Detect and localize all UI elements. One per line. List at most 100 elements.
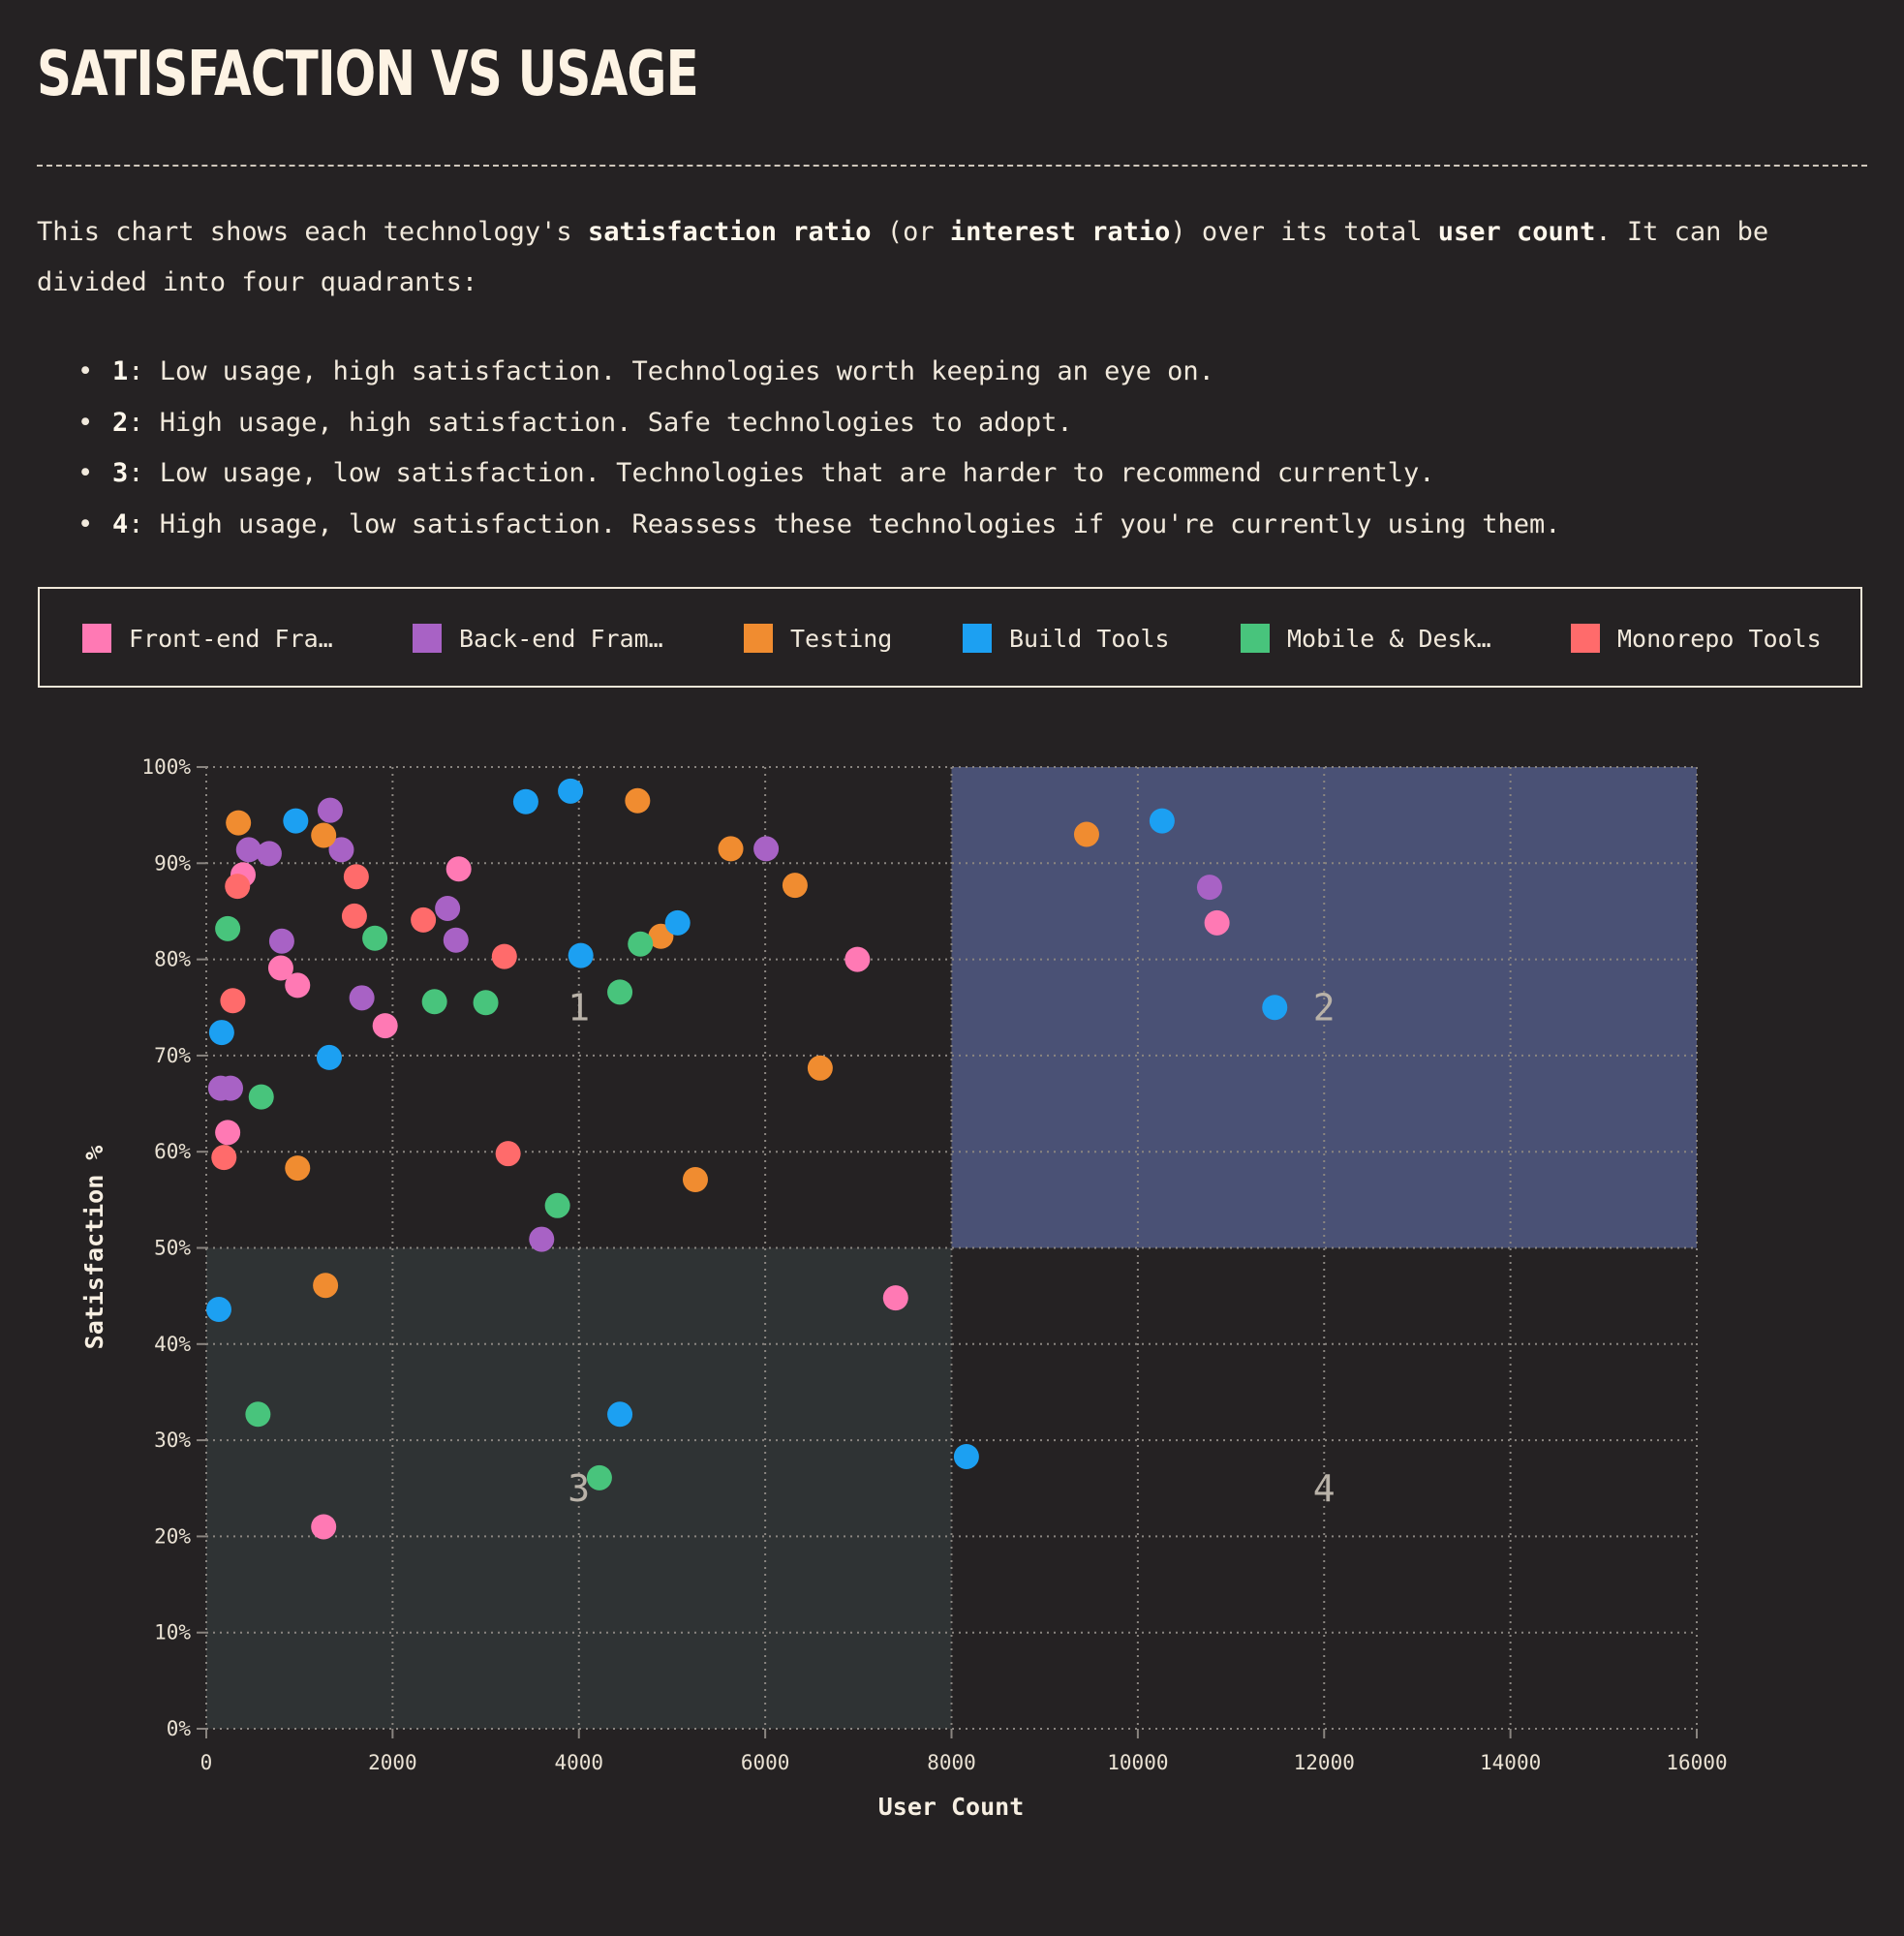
legend-item-back-end[interactable]: Back-end Fram… — [413, 624, 663, 653]
data-point[interactable] — [607, 979, 633, 1005]
data-point[interactable] — [443, 927, 469, 953]
title-divider — [37, 165, 1867, 167]
intro-bold-satisfaction-ratio: satisfaction ratio — [587, 217, 872, 247]
data-point[interactable] — [495, 1141, 521, 1167]
data-point[interactable] — [267, 955, 293, 981]
data-point[interactable] — [807, 1055, 833, 1081]
data-points — [205, 778, 1288, 1540]
data-point[interactable] — [220, 988, 246, 1014]
quadrant-label: 2 — [1313, 986, 1336, 1029]
data-point[interactable] — [311, 1514, 337, 1540]
data-point[interactable] — [1204, 909, 1230, 936]
data-point[interactable] — [205, 1297, 231, 1323]
data-point[interactable] — [682, 1166, 708, 1192]
data-point[interactable] — [544, 1192, 570, 1218]
legend-item-build-tools[interactable]: Build Tools — [963, 624, 1170, 653]
y-tick-label: 0% — [167, 1717, 192, 1740]
quadrant-number: 2 — [112, 407, 129, 438]
data-point[interactable] — [628, 931, 654, 957]
data-point[interactable] — [607, 1401, 633, 1428]
data-point[interactable] — [648, 923, 674, 949]
data-point[interactable] — [311, 822, 337, 848]
series-front-end-frameworks — [215, 856, 1230, 1540]
data-point[interactable] — [782, 873, 808, 899]
data-point[interactable] — [664, 909, 691, 936]
x-tick-label: 2000 — [368, 1751, 417, 1774]
data-point[interactable] — [753, 836, 780, 862]
data-point[interactable] — [218, 1075, 244, 1101]
data-point[interactable] — [1196, 875, 1222, 901]
data-point[interactable] — [285, 1155, 311, 1182]
data-point[interactable] — [445, 856, 472, 882]
data-point[interactable] — [283, 808, 309, 834]
quadrant-number: 1 — [112, 356, 129, 386]
data-point[interactable] — [558, 778, 584, 804]
data-point[interactable] — [285, 972, 311, 999]
quadrant-label: 1 — [568, 986, 590, 1029]
page-title: SATISFACTION VS USAGE — [37, 39, 699, 110]
data-point[interactable] — [349, 985, 375, 1011]
series-testing — [226, 787, 1099, 1299]
legend-item-mobile-desktop[interactable]: Mobile & Desk… — [1241, 624, 1491, 653]
intro-text: ) over its total — [1170, 217, 1438, 247]
data-point[interactable] — [225, 874, 251, 900]
data-point[interactable] — [491, 943, 517, 969]
data-point[interactable] — [235, 837, 261, 863]
legend-item-front-end[interactable]: Front-end Fra… — [82, 624, 333, 653]
data-point[interactable] — [529, 1226, 555, 1252]
intro-text: . It can be divided into four quadrants: — [37, 217, 1769, 297]
data-point[interactable] — [421, 989, 447, 1015]
intro-paragraph: This chart shows each technology's satis… — [37, 207, 1867, 308]
data-point[interactable] — [208, 1020, 234, 1046]
data-point[interactable] — [953, 1443, 979, 1469]
data-point[interactable] — [435, 895, 461, 921]
data-point[interactable] — [882, 1285, 908, 1311]
series-back-end-frameworks — [207, 797, 1222, 1252]
legend-label: Front-end Fra… — [129, 624, 333, 653]
data-point[interactable] — [372, 1013, 398, 1039]
data-point[interactable] — [1149, 808, 1175, 834]
quadrant-list-item: • 2: High usage, high satisfaction. Safe … — [37, 398, 1561, 449]
data-point[interactable] — [362, 925, 388, 951]
data-point[interactable] — [343, 864, 369, 890]
scatter-chart: 0 2000 4000 6000 8000 10000 12000 14000 16000 0% 1… — [80, 755, 1728, 1821]
data-point[interactable] — [268, 928, 294, 954]
data-point[interactable] — [245, 1401, 271, 1428]
legend-label: Mobile & Desk… — [1287, 624, 1491, 653]
x-tick-label: 16000 — [1666, 1751, 1727, 1774]
grid-lines — [205, 766, 1698, 1730]
series-monorepo-tools — [211, 864, 521, 1171]
x-axis-title: User Count — [878, 1793, 1025, 1821]
legend-item-monorepo-tools[interactable]: Monorepo Tools — [1571, 624, 1822, 653]
data-point[interactable] — [586, 1464, 612, 1490]
quadrant-number: 3 — [112, 458, 129, 488]
data-point[interactable] — [718, 836, 744, 862]
data-point[interactable] — [215, 915, 241, 941]
data-point[interactable] — [411, 907, 437, 933]
x-tick-label: 6000 — [741, 1751, 790, 1774]
data-point[interactable] — [226, 810, 252, 836]
data-point[interactable] — [625, 787, 651, 814]
data-point[interactable] — [568, 942, 594, 968]
data-point[interactable] — [1262, 995, 1288, 1021]
data-point[interactable] — [1073, 821, 1099, 847]
data-point[interactable] — [512, 788, 538, 814]
data-point[interactable] — [473, 990, 499, 1016]
data-point[interactable] — [316, 1044, 342, 1070]
legend-label: Testing — [790, 624, 893, 653]
intro-bold-interest-ratio: interest ratio — [949, 217, 1171, 247]
data-point[interactable] — [341, 903, 367, 929]
data-point[interactable] — [317, 797, 343, 823]
data-point[interactable] — [248, 1084, 274, 1110]
data-point[interactable] — [211, 1145, 237, 1171]
legend-item-testing[interactable]: Testing — [744, 624, 892, 653]
data-point[interactable] — [256, 841, 282, 867]
data-point[interactable] — [845, 946, 871, 972]
data-point[interactable] — [313, 1273, 339, 1299]
x-tick-label: 4000 — [554, 1751, 603, 1774]
y-tick-label: 100% — [141, 755, 191, 779]
data-point[interactable] — [215, 1120, 241, 1146]
legend-swatch-icon — [1571, 624, 1600, 653]
data-point[interactable] — [328, 837, 354, 863]
chart-legend: Front-end Fra… Back-end Fram… Testing Bu… — [38, 587, 1862, 688]
